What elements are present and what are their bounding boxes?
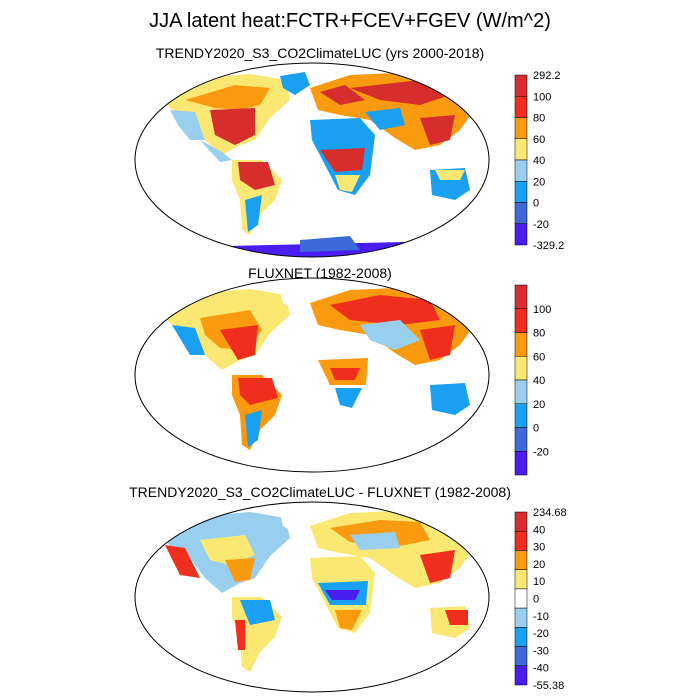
panel-2-title: FLUXNET (1982-2008) (248, 265, 392, 281)
greenland (280, 510, 310, 533)
colorbar-tick-label: 60 (533, 351, 545, 363)
colorbar-tick-label: 80 (533, 113, 545, 125)
colorbar-tick-label: 40 (533, 155, 545, 167)
panel-2-colorbar: 100 80 60 40 20 0 -20 (514, 284, 551, 476)
colorbar-tick-label: -20 (533, 446, 549, 458)
greenland (280, 72, 310, 95)
colorbar-tick-label: 10 (533, 576, 545, 588)
colorbar-swatch (514, 530, 528, 551)
colorbar-tick-label: -30 (533, 645, 549, 657)
colorbar-tick-label: -40 (533, 663, 549, 675)
colorbar-tick-label: -329.2 (533, 240, 564, 252)
colorbar-swatch (514, 550, 528, 570)
panel-1-title: TRENDY2020_S3_CO2ClimateLUC (yrs 2000-20… (155, 45, 485, 61)
australia (430, 383, 470, 415)
colorbar-tick-label: 40 (533, 375, 545, 387)
colorbar-swatch (514, 569, 528, 590)
panel-1-colorbar: 292.2 100 80 60 40 20 0 -20 -329.2 (514, 70, 564, 252)
colorbar-tick-label: 40 (533, 524, 545, 536)
colorbar-swatch (514, 627, 528, 647)
colorbar-tick-label: 20 (533, 559, 545, 571)
figure-title: JJA latent heat:FCTR+FCEV+FGEV (W/m^2) (149, 10, 551, 32)
colorbar-tick-label: 60 (533, 134, 545, 146)
colorbar-swatch (514, 665, 528, 686)
colorbar-tick-label: 0 (533, 198, 539, 210)
colorbar-tick-label: 80 (533, 328, 545, 340)
panel-3-title: TRENDY2020_S3_CO2ClimateLUC - FLUXNET (1… (129, 484, 511, 500)
colorbar-swatch (514, 588, 528, 609)
colorbar-swatch (514, 646, 528, 667)
colorbar-swatch (514, 607, 528, 628)
colorbar-tick-label: 30 (533, 542, 545, 554)
colorbar-tick-label: 0 (533, 423, 539, 435)
panel-3-colorbar: 234.68 40 30 20 10 0 -10 -20 -30 -40 -55.38 (514, 507, 567, 692)
colorbar-swatch (514, 511, 528, 532)
colorbar-tick-label: -55.38 (533, 680, 564, 692)
colorbar-tick-label: -20 (533, 628, 549, 640)
colorbar-swatch (514, 223, 528, 246)
colorbar-tick-label: 292.2 (533, 70, 561, 82)
colorbar-tick-label: 234.68 (533, 507, 567, 519)
colorbar-tick-label: 20 (533, 176, 545, 188)
colorbar-tick-label: 100 (533, 304, 551, 316)
colorbar-tick-label: 100 (533, 91, 551, 103)
colorbar-swatch (514, 451, 528, 476)
colorbar-tick-label: 0 (533, 594, 539, 606)
colorbar-tick-label: -10 (533, 611, 549, 623)
colorbar-tick-label: 20 (533, 399, 545, 411)
colorbar-tick-label: -20 (533, 219, 549, 231)
greenland (280, 287, 310, 310)
